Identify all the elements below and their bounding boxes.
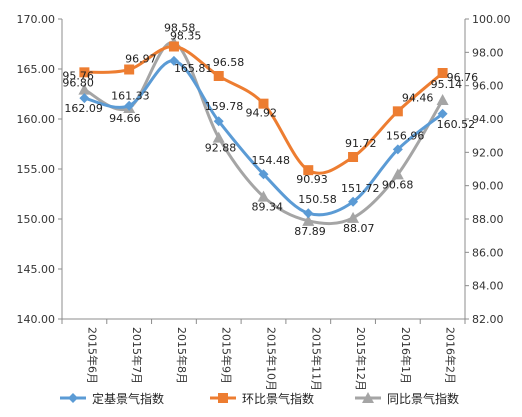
- series-1-data-label: 96.58: [213, 56, 245, 69]
- series-0-point: [124, 100, 135, 111]
- series-2-data-label: 89.34: [252, 201, 284, 214]
- y-left-tick-label: 165.00: [17, 63, 56, 76]
- series-1-point: [79, 67, 90, 78]
- y-right-tick-label: 86.00: [472, 246, 504, 259]
- series-1-point: [213, 71, 224, 81]
- series-1-data-label: 90.93: [296, 173, 328, 186]
- series-0-point: [168, 55, 179, 66]
- series-2-data-label: 98.58: [164, 22, 196, 35]
- series-1-point: [303, 165, 314, 176]
- series-1-point: [168, 41, 179, 52]
- series-1-data-label: 91.72: [345, 137, 377, 150]
- series-1-data-label: 98.35: [170, 30, 202, 43]
- y-right-tick-label: 94.00: [472, 113, 504, 126]
- series-2-point: [391, 168, 404, 180]
- legend-marker-1: [218, 393, 228, 403]
- x-tick-label: 2015年7月: [130, 327, 144, 384]
- x-tick-label: 2016年1月: [399, 327, 413, 384]
- x-tick-label: 2015年10月: [265, 327, 279, 391]
- x-tick-label: 2015年11月: [309, 327, 323, 391]
- series-line-2: [82, 41, 445, 226]
- series-1-data-label: 96.80: [62, 76, 93, 89]
- series-2-point: [212, 131, 225, 143]
- series-0-point: [303, 208, 314, 219]
- series-2-data-label: 95.76: [62, 70, 93, 83]
- x-tick-label: 2016年2月: [444, 327, 458, 384]
- series-1-data-label: 94.92: [246, 107, 278, 120]
- series-2-data-label: 87.89: [294, 225, 326, 238]
- series-1-point: [392, 106, 403, 117]
- series-0-data-label: 159.78: [205, 100, 244, 113]
- series-0-data-label: 161.33: [111, 90, 149, 103]
- series-0-data-label: 156.96: [386, 129, 425, 142]
- y-right-tick-label: 96.00: [472, 80, 504, 93]
- series-2-data-label: 90.68: [382, 178, 414, 191]
- series-0-data-label: 151.72: [341, 182, 380, 195]
- series-2-data-label: 94.66: [109, 112, 140, 125]
- series-2-data-label: 95.14: [431, 78, 463, 91]
- legend-marker-0: [68, 393, 78, 403]
- series-1-data-label: 96.76: [447, 71, 479, 84]
- series-1-point: [258, 98, 269, 109]
- series-2-data-label: 92.88: [205, 142, 237, 155]
- series-1-data-label: 94.46: [402, 91, 434, 104]
- x-tick-label: 2015年6月: [85, 327, 99, 384]
- series-2-point: [257, 190, 270, 202]
- series-1-point: [348, 152, 359, 162]
- x-tick-label: 2015年12月: [354, 327, 368, 391]
- y-left-tick-label: 145.00: [17, 263, 56, 276]
- series-0-data-label: 162.09: [64, 102, 103, 115]
- series-0-point: [213, 116, 224, 127]
- x-tick-label: 2015年9月: [220, 327, 234, 384]
- series-0-point: [348, 196, 359, 207]
- series-1-data-label: 96.97: [125, 53, 156, 66]
- series-2-point: [302, 214, 315, 226]
- series-0-point: [258, 169, 269, 180]
- series-0-point: [392, 144, 403, 155]
- y-right-tick-label: 100.00: [472, 13, 511, 26]
- y-left-tick-label: 155.00: [17, 163, 56, 176]
- series-2-point: [347, 211, 360, 223]
- series-0-data-label: 150.58: [298, 193, 337, 206]
- y-left-tick-label: 170.00: [17, 13, 56, 26]
- series-0-data-label: 160.52: [437, 118, 476, 131]
- series-0-data-label: 165.81: [174, 62, 213, 75]
- y-left-tick-label: 160.00: [17, 113, 56, 126]
- series-0-point: [79, 93, 90, 104]
- legend-label-1: 环比景气指数: [242, 391, 314, 406]
- y-right-tick-label: 82.00: [472, 313, 504, 326]
- y-right-tick-label: 88.00: [472, 213, 504, 226]
- y-right-tick-label: 98.00: [472, 46, 504, 59]
- series-0-point: [437, 108, 448, 119]
- series-2-data-label: 88.07: [343, 222, 375, 235]
- series-2-point: [78, 83, 91, 95]
- series-1-point: [124, 64, 135, 75]
- x-tick-label: 2015年8月: [175, 327, 189, 384]
- y-left-tick-label: 150.00: [17, 213, 56, 226]
- y-right-tick-label: 92.00: [472, 146, 504, 159]
- legend-label-0: 定基景气指数: [92, 391, 164, 406]
- y-left-tick-label: 140.00: [17, 313, 56, 326]
- legend-label-2: 同比景气指数: [387, 391, 459, 406]
- legend-marker-2: [362, 392, 374, 403]
- series-1-point: [437, 68, 448, 78]
- series-2-point: [436, 94, 449, 105]
- series-0-data-label: 154.48: [252, 154, 291, 167]
- y-right-tick-label: 84.00: [472, 280, 504, 293]
- y-right-tick-label: 90.00: [472, 180, 504, 193]
